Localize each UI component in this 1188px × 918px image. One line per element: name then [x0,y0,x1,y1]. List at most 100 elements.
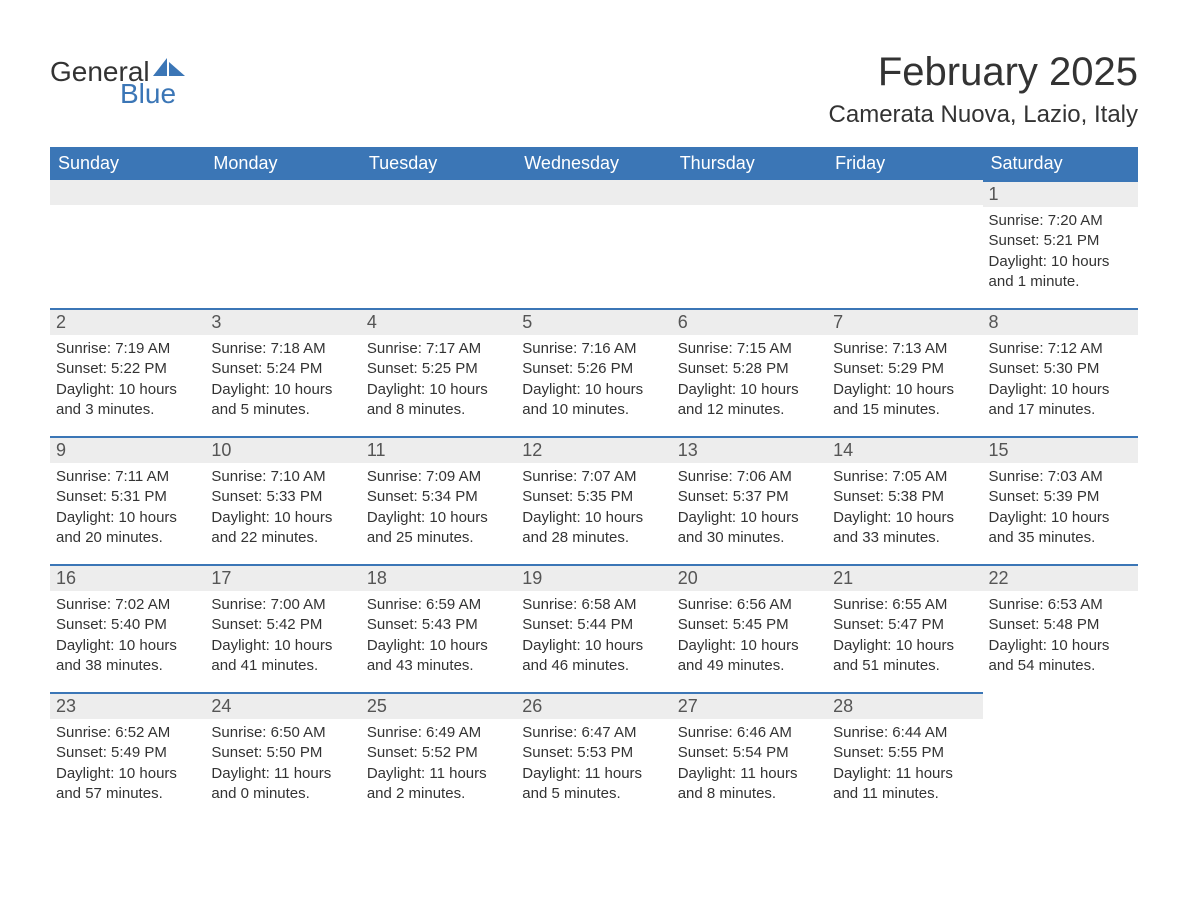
day-number-empty [672,180,827,205]
sunset-text: Sunset: 5:54 PM [678,743,821,763]
day-body: Sunrise: 7:07 AMSunset: 5:35 PMDaylight:… [516,463,671,554]
day-wrap: 14Sunrise: 7:05 AMSunset: 5:38 PMDayligh… [827,436,982,554]
calendar-cell: 3Sunrise: 7:18 AMSunset: 5:24 PMDaylight… [205,308,360,436]
day-number: 9 [50,438,205,463]
day-body: Sunrise: 6:46 AMSunset: 5:54 PMDaylight:… [672,719,827,810]
weekday-header: Tuesday [361,147,516,180]
day-wrap: 1Sunrise: 7:20 AMSunset: 5:21 PMDaylight… [983,180,1138,298]
header: General Blue February 2025 Camerata Nuov… [50,50,1138,139]
day-number: 7 [827,310,982,335]
day-body: Sunrise: 7:00 AMSunset: 5:42 PMDaylight:… [205,591,360,682]
day-body: Sunrise: 7:02 AMSunset: 5:40 PMDaylight:… [50,591,205,682]
day-wrap: 20Sunrise: 6:56 AMSunset: 5:45 PMDayligh… [672,564,827,682]
daylight-text: Daylight: 10 hours and 49 minutes. [678,636,821,677]
day-number: 3 [205,310,360,335]
day-wrap-empty [827,180,982,205]
sunset-text: Sunset: 5:50 PM [211,743,354,763]
day-body: Sunrise: 7:10 AMSunset: 5:33 PMDaylight:… [205,463,360,554]
sunrise-text: Sunrise: 7:15 AM [678,339,821,359]
daylight-text: Daylight: 10 hours and 8 minutes. [367,380,510,421]
calendar-cell: 16Sunrise: 7:02 AMSunset: 5:40 PMDayligh… [50,564,205,692]
day-wrap: 27Sunrise: 6:46 AMSunset: 5:54 PMDayligh… [672,692,827,810]
weekday-header: Friday [827,147,982,180]
daylight-text: Daylight: 11 hours and 2 minutes. [367,764,510,805]
sunrise-text: Sunrise: 7:19 AM [56,339,199,359]
day-number-empty [827,180,982,205]
calendar-cell: 26Sunrise: 6:47 AMSunset: 5:53 PMDayligh… [516,692,671,820]
weekday-header: Monday [205,147,360,180]
calendar-cell: 12Sunrise: 7:07 AMSunset: 5:35 PMDayligh… [516,436,671,564]
day-body: Sunrise: 6:44 AMSunset: 5:55 PMDaylight:… [827,719,982,810]
sunrise-text: Sunrise: 7:10 AM [211,467,354,487]
daylight-text: Daylight: 10 hours and 35 minutes. [989,508,1132,549]
sunrise-text: Sunrise: 7:11 AM [56,467,199,487]
day-body: Sunrise: 7:13 AMSunset: 5:29 PMDaylight:… [827,335,982,426]
day-wrap: 6Sunrise: 7:15 AMSunset: 5:28 PMDaylight… [672,308,827,426]
day-number-empty [516,180,671,205]
sunset-text: Sunset: 5:31 PM [56,487,199,507]
sunset-text: Sunset: 5:53 PM [522,743,665,763]
daylight-text: Daylight: 11 hours and 11 minutes. [833,764,976,805]
day-wrap: 9 Sunrise: 7:11 AMSunset: 5:31 PMDaylight… [50,436,205,554]
sunset-text: Sunset: 5:39 PM [989,487,1132,507]
sunrise-text: Sunrise: 7:20 AM [989,211,1132,231]
calendar-cell: 17Sunrise: 7:00 AMSunset: 5:42 PMDayligh… [205,564,360,692]
calendar-week-row: 16Sunrise: 7:02 AMSunset: 5:40 PMDayligh… [50,564,1138,692]
calendar-cell: 7Sunrise: 7:13 AMSunset: 5:29 PMDaylight… [827,308,982,436]
day-body: Sunrise: 7:19 AMSunset: 5:22 PMDaylight:… [50,335,205,426]
sunrise-text: Sunrise: 6:58 AM [522,595,665,615]
day-body: Sunrise: 7:15 AMSunset: 5:28 PMDaylight:… [672,335,827,426]
daylight-text: Daylight: 10 hours and 33 minutes. [833,508,976,549]
day-body: Sunrise: 7:09 AMSunset: 5:34 PMDaylight:… [361,463,516,554]
sunrise-text: Sunrise: 6:56 AM [678,595,821,615]
weekday-header: Wednesday [516,147,671,180]
daylight-text: Daylight: 10 hours and 22 minutes. [211,508,354,549]
sunset-text: Sunset: 5:30 PM [989,359,1132,379]
calendar-cell: 4Sunrise: 7:17 AMSunset: 5:25 PMDaylight… [361,308,516,436]
day-body: Sunrise: 7:12 AMSunset: 5:30 PMDaylight:… [983,335,1138,426]
day-wrap-empty [516,180,671,205]
day-body: Sunrise: 6:47 AMSunset: 5:53 PMDaylight:… [516,719,671,810]
day-wrap: 5Sunrise: 7:16 AMSunset: 5:26 PMDaylight… [516,308,671,426]
calendar-week-row: 1Sunrise: 7:20 AMSunset: 5:21 PMDaylight… [50,180,1138,308]
day-body: Sunrise: 6:56 AMSunset: 5:45 PMDaylight:… [672,591,827,682]
sunset-text: Sunset: 5:40 PM [56,615,199,635]
daylight-text: Daylight: 11 hours and 0 minutes. [211,764,354,805]
day-number: 10 [205,438,360,463]
day-number: 13 [672,438,827,463]
sunrise-text: Sunrise: 7:00 AM [211,595,354,615]
day-wrap: 18Sunrise: 6:59 AMSunset: 5:43 PMDayligh… [361,564,516,682]
sunset-text: Sunset: 5:48 PM [989,615,1132,635]
sunrise-text: Sunrise: 7:02 AM [56,595,199,615]
calendar-week-row: 9Sunrise: 7:11 AMSunset: 5:31 PMDaylight… [50,436,1138,564]
sunset-text: Sunset: 5:28 PM [678,359,821,379]
sunrise-text: Sunrise: 7:06 AM [678,467,821,487]
daylight-text: Daylight: 10 hours and 28 minutes. [522,508,665,549]
daylight-text: Daylight: 10 hours and 17 minutes. [989,380,1132,421]
daylight-text: Daylight: 11 hours and 5 minutes. [522,764,665,805]
calendar-cell [827,180,982,308]
calendar-cell [205,180,360,308]
day-wrap: 7Sunrise: 7:13 AMSunset: 5:29 PMDaylight… [827,308,982,426]
sunset-text: Sunset: 5:45 PM [678,615,821,635]
daylight-text: Daylight: 10 hours and 15 minutes. [833,380,976,421]
sunrise-text: Sunrise: 6:52 AM [56,723,199,743]
day-wrap: 13Sunrise: 7:06 AMSunset: 5:37 PMDayligh… [672,436,827,554]
calendar-cell: 6Sunrise: 7:15 AMSunset: 5:28 PMDaylight… [672,308,827,436]
daylight-text: Daylight: 10 hours and 46 minutes. [522,636,665,677]
day-body: Sunrise: 7:06 AMSunset: 5:37 PMDaylight:… [672,463,827,554]
day-number: 16 [50,566,205,591]
calendar-table: SundayMondayTuesdayWednesdayThursdayFrid… [50,147,1138,820]
calendar-cell: 8Sunrise: 7:12 AMSunset: 5:30 PMDaylight… [983,308,1138,436]
sunset-text: Sunset: 5:22 PM [56,359,199,379]
day-body: Sunrise: 7:17 AMSunset: 5:25 PMDaylight:… [361,335,516,426]
daylight-text: Daylight: 10 hours and 20 minutes. [56,508,199,549]
day-wrap-empty [50,180,205,205]
calendar-cell: 21Sunrise: 6:55 AMSunset: 5:47 PMDayligh… [827,564,982,692]
day-number-empty [50,180,205,205]
calendar-cell: 19Sunrise: 6:58 AMSunset: 5:44 PMDayligh… [516,564,671,692]
day-wrap: 24Sunrise: 6:50 AMSunset: 5:50 PMDayligh… [205,692,360,810]
calendar-cell: 14Sunrise: 7:05 AMSunset: 5:38 PMDayligh… [827,436,982,564]
sunrise-text: Sunrise: 7:13 AM [833,339,976,359]
day-body: Sunrise: 6:53 AMSunset: 5:48 PMDaylight:… [983,591,1138,682]
